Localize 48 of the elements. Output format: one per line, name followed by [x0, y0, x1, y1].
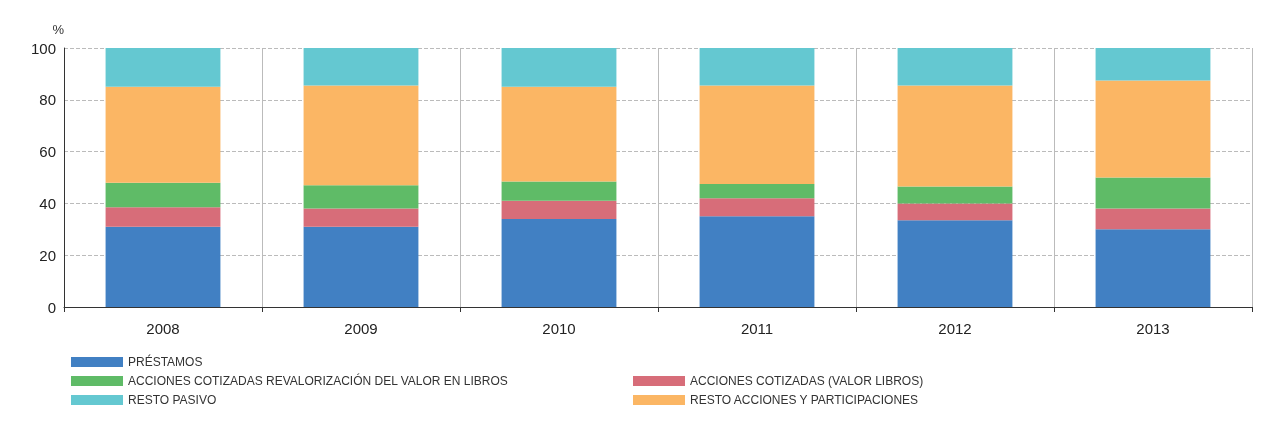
bar: [699, 85, 815, 184]
legend-label: ACCIONES COTIZADAS REVALORIZACIÓN DEL VALOR EN LIBROS: [128, 373, 508, 388]
legend-label: ACCIONES COTIZADAS (VALOR LIBROS): [690, 374, 924, 388]
bar: [501, 86, 617, 182]
bar: [1095, 177, 1211, 209]
bar: [699, 183, 815, 199]
x-tick-label: 2011: [740, 320, 774, 337]
legend-label: PRÉSTAMOS: [128, 354, 203, 369]
bar: [1095, 229, 1211, 307]
bar: [897, 186, 1013, 204]
bar: [501, 48, 617, 87]
x-tick-label: 2009: [344, 320, 378, 337]
bar: [699, 48, 815, 86]
bar: [897, 220, 1013, 307]
y-tick-label: 60: [39, 143, 56, 161]
bar: [501, 200, 617, 219]
x-tick-label: 2010: [542, 320, 576, 337]
bar: [897, 85, 1013, 187]
bar: [303, 208, 419, 227]
bar: [105, 48, 221, 87]
bar: [303, 85, 419, 186]
y-tick-label: 80: [39, 91, 56, 109]
bar: [105, 86, 221, 183]
bar: [699, 198, 815, 217]
x-tick-label: 2013: [1136, 320, 1170, 337]
bar: [897, 48, 1013, 86]
x-tick-label: 2012: [938, 320, 972, 337]
bar: [897, 203, 1013, 221]
legend-label: RESTO PASIVO: [128, 393, 217, 407]
legend-label: RESTO ACCIONES Y PARTICIPACIONES: [690, 393, 919, 407]
bar: [1095, 48, 1211, 81]
bar: [501, 218, 617, 307]
y-tick-label: 0: [47, 298, 56, 316]
bar: [1095, 80, 1211, 178]
bar: [699, 216, 815, 307]
bar: [303, 185, 419, 209]
y-axis-title: %: [52, 22, 65, 37]
y-tick-label: 40: [39, 194, 56, 212]
x-tick-label: 2008: [146, 320, 180, 337]
bar: [303, 226, 419, 307]
bar: [105, 207, 221, 227]
y-tick-label: 20: [39, 246, 56, 264]
bar: [105, 182, 221, 208]
y-tick-label: 100: [30, 39, 56, 57]
bar: [1095, 208, 1211, 230]
bar: [105, 226, 221, 307]
bar: [303, 48, 419, 86]
bar: [501, 181, 617, 201]
